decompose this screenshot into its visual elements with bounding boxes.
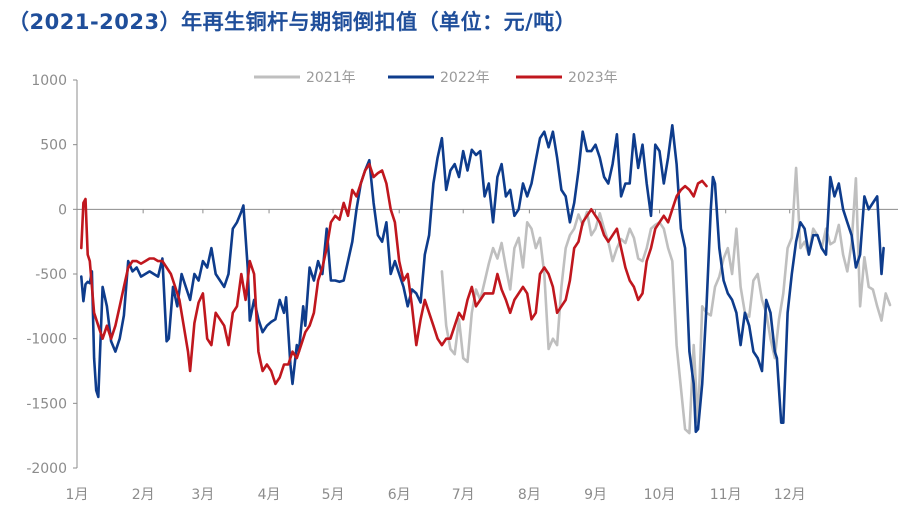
x-tick-label: 11月 [710, 487, 742, 503]
series-layer [80, 124, 892, 435]
y-tick-label: 500 [40, 138, 67, 154]
legend-label: 2021年 [306, 70, 356, 86]
chart-title: （2021-2023）年再生铜杆与期铜倒扣值（单位：元/吨） [8, 10, 577, 34]
legend: 2021年 2022年 2023年 [254, 70, 618, 86]
x-tick-label: 6月 [388, 487, 411, 503]
x-tick-label: 12月 [774, 487, 806, 503]
y-axis: 1000 500 0 -500 -1000 -1500 -2000 [26, 73, 78, 477]
x-axis: 1月 2月 3月 4月 5月 6月 7月 8月 9月 10月 11月 12月 [66, 208, 898, 503]
x-tick-label: 3月 [191, 487, 214, 503]
x-tick-label: 1月 [66, 487, 89, 503]
x-tick-label: 5月 [322, 487, 345, 503]
legend-label: 2023年 [568, 70, 618, 86]
x-tick-label: 7月 [452, 487, 475, 503]
y-tick-label: 1000 [31, 73, 67, 89]
y-tick-label: 0 [58, 202, 67, 218]
legend-label: 2022年 [440, 70, 490, 86]
series-line-2023年 [80, 162, 708, 386]
legend-item: 2021年 [254, 70, 356, 86]
y-tick-label: -500 [35, 267, 67, 283]
x-tick-label: 9月 [584, 487, 607, 503]
y-tick-label: -2000 [26, 461, 67, 477]
y-tick-label: -1500 [26, 396, 67, 412]
legend-item: 2022年 [388, 70, 490, 86]
x-tick-label: 4月 [258, 487, 281, 503]
x-tick-label: 10月 [644, 487, 676, 503]
x-tick-label: 8月 [518, 487, 541, 503]
series-line-2022年 [80, 124, 885, 434]
x-tick-label: 2月 [132, 487, 155, 503]
series-line-2021年 [440, 166, 892, 435]
y-tick-label: -1000 [26, 332, 67, 348]
legend-item: 2023年 [516, 70, 618, 86]
